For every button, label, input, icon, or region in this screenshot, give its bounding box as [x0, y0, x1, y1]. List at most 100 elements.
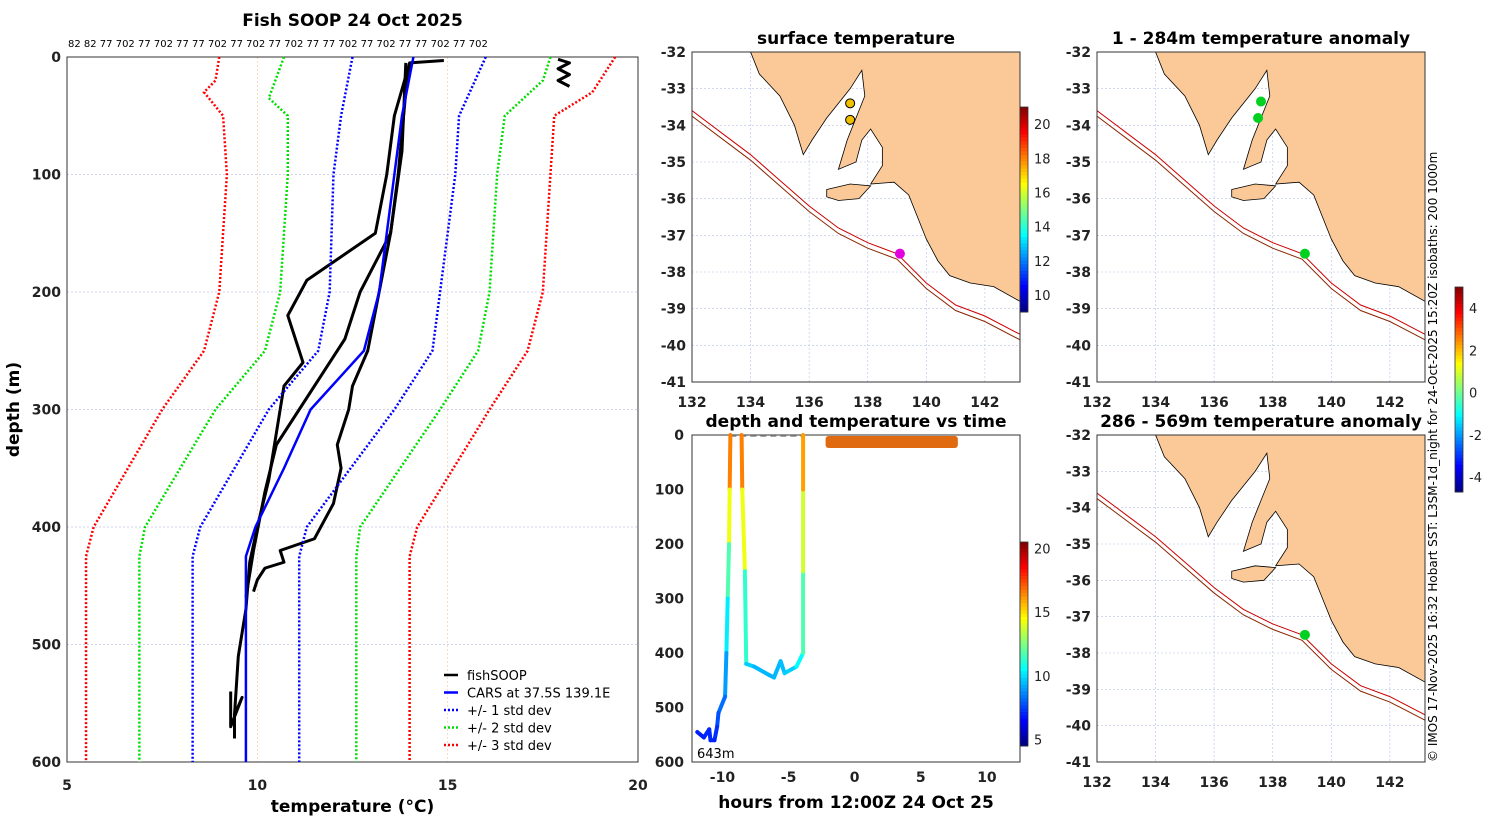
anomaly-colorbar-swatch — [1455, 345, 1463, 349]
lon-tick-label: 142 — [970, 395, 999, 411]
y-tick-label: 200 — [32, 285, 61, 301]
anomaly-colorbar-swatch — [1455, 351, 1463, 356]
time-colorbar-swatch — [1020, 589, 1028, 594]
sst-colorbar-swatch — [1020, 124, 1028, 128]
y-tick-label: 100 — [655, 483, 684, 499]
lat-tick-label: -39 — [1066, 682, 1091, 698]
anomaly-colorbar-swatch — [1455, 382, 1463, 387]
x-tick-label: 15 — [438, 778, 457, 794]
anomaly-colorbar-swatch — [1455, 468, 1463, 472]
sst-colorbar-tick-label: 18 — [1034, 152, 1051, 167]
y-tick-label: 0 — [674, 428, 684, 444]
sst-colorbar-swatch — [1020, 202, 1028, 207]
sst-colorbar-swatch — [1020, 127, 1028, 132]
anomaly-colorbar-swatch — [1455, 307, 1463, 312]
lat-tick-label: -33 — [661, 82, 686, 98]
time-colorbar-swatch — [1020, 701, 1028, 706]
lon-tick-label: 138 — [1258, 775, 1287, 791]
sst-colorbar-swatch — [1020, 148, 1028, 152]
anomaly-colorbar-swatch — [1455, 310, 1463, 315]
sst-colorbar-swatch — [1020, 288, 1028, 292]
sst-colorbar-swatch — [1020, 192, 1028, 197]
y-tick-label: 600 — [32, 755, 61, 771]
time-colorbar-swatch — [1020, 650, 1028, 655]
cars-line — [244, 56, 415, 762]
track-segment — [742, 569, 749, 666]
anomaly-colorbar-swatch — [1455, 437, 1463, 442]
sst-colorbar-swatch — [1020, 291, 1028, 296]
time-colorbar-swatch — [1020, 610, 1028, 614]
sst-colorbar-swatch — [1020, 267, 1028, 272]
sst-colorbar-swatch — [1020, 154, 1028, 159]
time-colorbar-swatch — [1020, 688, 1028, 693]
time-colorbar-swatch — [1020, 627, 1028, 631]
chart-title: depth and temperature vs time — [706, 412, 1007, 432]
time-colorbar-swatch — [1020, 623, 1028, 628]
time-colorbar-swatch — [1020, 593, 1028, 597]
anomaly-colorbar-swatch — [1455, 304, 1463, 308]
lon-tick-label: 136 — [1200, 775, 1229, 791]
anomaly-colorbar-swatch — [1455, 474, 1463, 479]
sst-colorbar-swatch — [1020, 219, 1028, 224]
legend-entry: +/- 3 std dev — [467, 739, 552, 754]
std-dev-2-line — [138, 56, 290, 762]
time-colorbar-swatch — [1020, 637, 1028, 642]
anomaly-colorbar-swatch — [1455, 447, 1463, 452]
x-tick-label: 20 — [628, 778, 648, 794]
isobath-200m — [1097, 492, 1425, 716]
anomaly-colorbar-swatch — [1455, 372, 1463, 377]
cast-location-marker — [1299, 629, 1310, 640]
time-colorbar-tick-label: 10 — [1034, 670, 1051, 685]
sst-colorbar-swatch — [1020, 230, 1028, 234]
anomaly-colorbar-swatch — [1455, 444, 1463, 449]
time-colorbar-swatch — [1020, 630, 1028, 635]
anomaly-colorbar-swatch — [1455, 365, 1463, 370]
anomaly-colorbar-swatch — [1455, 375, 1463, 380]
anomaly-colorbar-swatch — [1455, 427, 1463, 431]
anomaly-colorbar-swatch — [1455, 297, 1463, 302]
legend-entry: +/- 2 std dev — [467, 722, 552, 737]
isobath-1000m — [692, 115, 1020, 341]
sst-colorbar-swatch — [1020, 137, 1028, 142]
time-colorbar-swatch — [1020, 681, 1028, 686]
sst-colorbar-swatch — [1020, 212, 1028, 217]
sst-colorbar-swatch — [1020, 209, 1028, 214]
track-segment — [727, 433, 733, 492]
sst-colorbar-swatch — [1020, 199, 1028, 204]
std-dev-2-line — [355, 56, 552, 762]
anomaly-colorbar-swatch — [1455, 410, 1463, 414]
time-colorbar-swatch — [1020, 661, 1028, 665]
lat-tick-label: -35 — [1066, 155, 1091, 171]
lon-tick-label: 142 — [1375, 395, 1404, 411]
map-title: 1 - 284m temperature anomaly — [1112, 29, 1410, 49]
track-segment — [725, 542, 732, 601]
lat-tick-label: -40 — [661, 338, 687, 354]
sst-colorbar-swatch — [1020, 185, 1028, 190]
y-tick-label: 300 — [655, 592, 684, 608]
lat-tick-label: -38 — [1066, 646, 1091, 662]
y-axis-label: depth (m) — [4, 362, 24, 457]
cast-location-marker — [894, 248, 905, 259]
anomaly-colorbar-swatch — [1455, 317, 1463, 322]
lon-tick-label: 136 — [1200, 395, 1229, 411]
lat-tick-label: -41 — [661, 375, 686, 391]
legend-entry: CARS at 37.5S 139.1E — [467, 687, 610, 702]
lat-tick-label: -41 — [1066, 375, 1091, 391]
lat-tick-label: -35 — [1066, 537, 1091, 553]
max-depth-label: 643m — [697, 747, 734, 762]
time-colorbar-swatch — [1020, 654, 1028, 659]
lat-tick-label: -36 — [1066, 573, 1091, 589]
anomaly-colorbar-swatch — [1455, 430, 1463, 435]
time-colorbar-swatch — [1020, 715, 1028, 720]
std-dev-3-line — [408, 56, 617, 762]
sst-colorbar-swatch — [1020, 305, 1028, 310]
lat-tick-label: -32 — [661, 45, 686, 61]
time-colorbar-swatch — [1020, 735, 1028, 740]
anomaly-colorbar-swatch — [1455, 355, 1463, 360]
sst-colorbar-tick-label: 20 — [1034, 118, 1051, 133]
kangaroo-island — [1231, 183, 1277, 201]
time-colorbar-swatch — [1020, 640, 1028, 645]
track-segment — [739, 433, 745, 492]
time-colorbar-swatch — [1020, 576, 1028, 580]
